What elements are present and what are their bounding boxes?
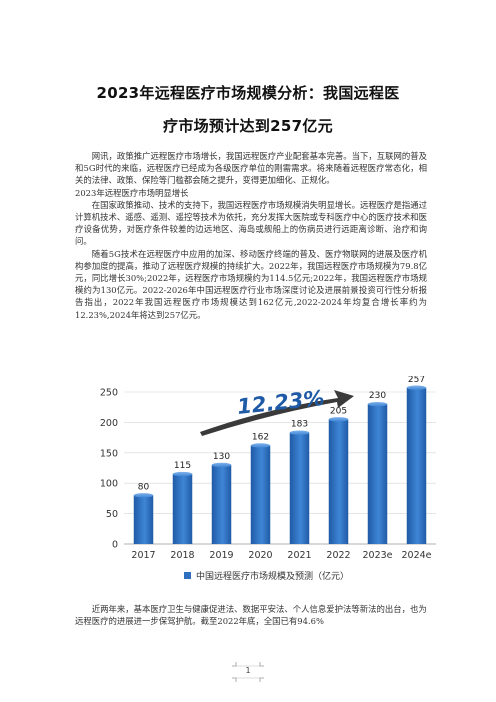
x-tick-label: 2024e [401, 550, 431, 561]
legend-label: 中国远程医疗市场规模及预测（亿元） [196, 570, 349, 582]
bar [172, 474, 193, 544]
y-tick-label: 0 [112, 540, 118, 551]
bar-value-label: 162 [252, 433, 269, 443]
paragraph-regulation: 近两年来，基本医疗卫生与健康促进法、数据平安法、个人信息爱护法等新法的出台，也为… [75, 604, 427, 627]
paragraph-definition: 在国家政策推动、技术的支持下，我国远程医疗市场规模消失明显增长。远程医疗是指通过… [75, 199, 427, 247]
bar-top [211, 462, 232, 468]
bar-top [133, 493, 154, 498]
paragraph-intro: 网讯，政策推广远程医疗市场增长，我国远程医疗产业配套基本完善。当下，互联网的普及… [75, 151, 427, 186]
y-tick-label: 100 [100, 479, 118, 490]
bar-chart-svg: 0 50 100 150 200 250 2017 2018 2019 2020 2021 2022 2… [100, 375, 436, 582]
bars [133, 385, 427, 544]
bar-value-label: 80 [138, 482, 150, 492]
legend: 中国远程医疗市场规模及预测（亿元） [184, 570, 349, 582]
bar [133, 495, 154, 544]
bar-value-label: 230 [369, 391, 386, 401]
x-tick-label: 2023e [362, 550, 392, 561]
market-size-chart: 0 50 100 150 200 250 2017 2018 2019 2020 2021 2022 2… [88, 375, 440, 590]
x-tick-label: 2022 [326, 550, 350, 561]
y-tick-label: 50 [106, 509, 118, 520]
data-labels: 80 115 130 162 183 205 230 257 [138, 375, 425, 493]
page-number-frame-icon [232, 662, 264, 682]
bar-top [172, 471, 193, 477]
bar-top [328, 417, 349, 422]
bar-top [406, 385, 427, 390]
page-title-line-1: 2023年远程医疗市场规模分析：我国远程医 [96, 84, 400, 102]
y-tick-label: 200 [100, 418, 118, 429]
bar [211, 464, 232, 544]
bar-value-label: 257 [408, 376, 425, 385]
bar-top [289, 430, 310, 435]
bar-value-label: 183 [291, 420, 308, 430]
bar-value-label: 130 [213, 452, 230, 462]
bar [367, 404, 388, 544]
bar-top [250, 443, 271, 448]
x-tick-label: 2017 [131, 550, 155, 561]
bar-value-label: 115 [174, 461, 191, 471]
y-tick-label: 150 [100, 448, 118, 459]
page-number-badge: 1 [230, 660, 266, 684]
axes: 0 50 100 150 200 250 2017 2018 2019 2020 2021 2022 2… [100, 388, 436, 561]
bar-value-label: 205 [330, 406, 347, 416]
bar-top [367, 401, 388, 407]
page-title-line-2: 疗市场预计达到257亿元 [163, 117, 333, 135]
section-heading: 2023年远程医疗市场明显增长 [75, 187, 189, 198]
growth-rate-label: 12.23% [236, 386, 325, 419]
x-tick-label: 2018 [170, 550, 194, 561]
x-tick-label: 2021 [287, 550, 311, 561]
x-tick-label: 2019 [209, 550, 233, 561]
page-number: 1 [245, 666, 251, 675]
growth-arrow-icon [200, 390, 354, 436]
article-body: 网讯，政策推广远程医疗市场增长，我国远程医疗产业配套基本完善。当下，互联网的普及… [75, 150, 427, 321]
legend-swatch [184, 572, 191, 579]
paragraph-market-size: 随着5G技术在远程医疗中应用的加深、移动医疗终端的普及、医疗物联网的进展及医疗机… [75, 248, 427, 320]
bar [328, 419, 349, 544]
y-tick-label: 250 [100, 388, 118, 399]
bar [289, 432, 310, 544]
bar [406, 387, 427, 544]
x-tick-label: 2020 [248, 550, 272, 561]
bar [250, 445, 271, 544]
